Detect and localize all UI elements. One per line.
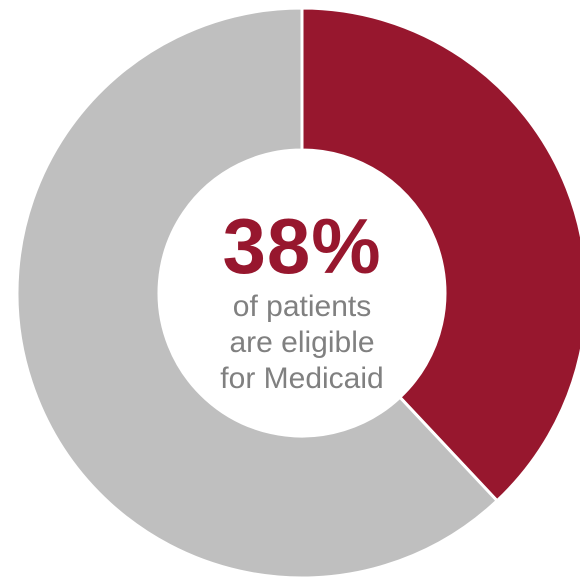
caption-line-1: of patients [232,290,372,323]
caption-line-3: for Medicaid [220,362,384,395]
slice-remainder [15,6,500,579]
caption-line-2: are eligible [229,326,375,359]
center-label: 38% of patients are eligible for Medicai… [170,170,434,434]
slice-eligible [300,6,580,503]
percentage-value: 38% [222,202,382,290]
